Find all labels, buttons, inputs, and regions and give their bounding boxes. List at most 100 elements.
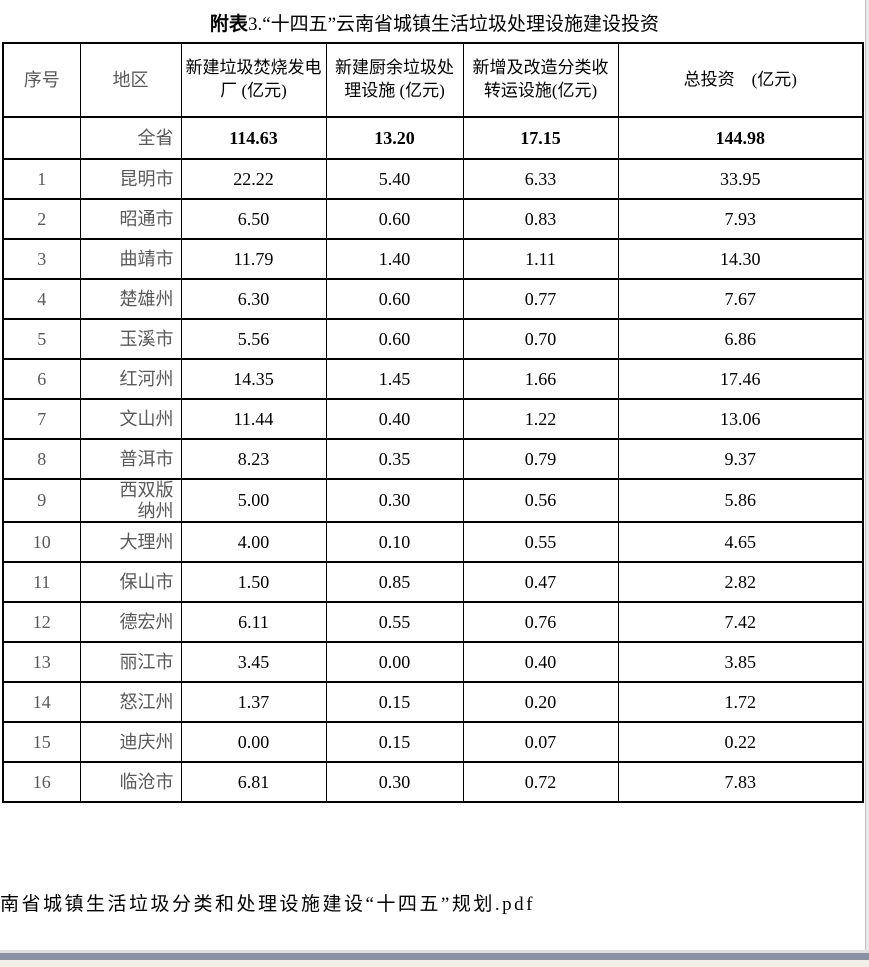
- value-total-cell: 2.82: [617, 561, 864, 604]
- region-cell: 临沧市: [79, 761, 182, 804]
- value-total-cell: 9.37: [617, 438, 864, 480]
- table-row: 4 楚雄州 6.30 0.60 0.77 7.67: [2, 278, 864, 320]
- row-index-cell: 12: [2, 601, 81, 644]
- value-incineration-cell: 22.22: [180, 158, 327, 200]
- value-kitchen-cell: 0.60: [325, 278, 464, 320]
- scrollbar-track[interactable]: [865, 0, 869, 952]
- row-index-cell: 14: [2, 681, 81, 724]
- summary-row: 全省 114.63 13.20 17.15 144.98: [2, 116, 864, 160]
- value-incineration-cell: 11.44: [180, 398, 327, 440]
- value-transfer-cell: 6.33: [462, 158, 619, 200]
- value-transfer-cell: 0.72: [462, 761, 619, 804]
- value-total-cell: 1.72: [617, 681, 864, 724]
- value-incineration-cell: 5.00: [180, 477, 327, 524]
- row-index-cell: 5: [2, 318, 81, 360]
- value-incineration-cell: 1.37: [180, 681, 327, 724]
- value-transfer-cell: 0.56: [462, 477, 619, 524]
- value-incineration-cell: 3.45: [180, 641, 327, 684]
- region-cell: 全省: [79, 116, 182, 160]
- region-cell: 普洱市: [79, 438, 182, 480]
- value-incineration-cell: 6.81: [180, 761, 327, 804]
- col-header-kitchen-waste-facility: 新建厨余垃圾处理设施 (亿元): [325, 42, 464, 118]
- value-total-cell: 33.95: [617, 158, 864, 200]
- value-kitchen-cell: 5.40: [325, 158, 464, 200]
- region-cell: 迪庆州: [79, 721, 182, 764]
- table-row: 13 丽江市 3.45 0.00 0.40 3.85: [2, 641, 864, 684]
- value-incineration-cell: 0.00: [180, 721, 327, 764]
- table-row: 10 大理州 4.00 0.10 0.55 4.65: [2, 521, 864, 564]
- col-header-transfer-facility: 新增及改造分类收转运设施(亿元): [462, 42, 619, 118]
- row-index-cell: 11: [2, 561, 81, 604]
- value-kitchen-cell: 0.00: [325, 641, 464, 684]
- region-cell: 红河州: [79, 358, 182, 400]
- table-row: 5 玉溪市 5.56 0.60 0.70 6.86: [2, 318, 864, 360]
- value-total-cell: 7.67: [617, 278, 864, 320]
- value-kitchen-cell: 0.40: [325, 398, 464, 440]
- value-transfer-cell: 1.11: [462, 238, 619, 280]
- value-kitchen-cell: 0.30: [325, 761, 464, 804]
- table-row: 16 临沧市 6.81 0.30 0.72 7.83: [2, 761, 864, 804]
- value-total-cell: 7.42: [617, 601, 864, 644]
- value-transfer-cell: 0.76: [462, 601, 619, 644]
- value-total-cell: 144.98: [617, 116, 864, 160]
- value-incineration-cell: 5.56: [180, 318, 327, 360]
- region-cell: 保山市: [79, 561, 182, 604]
- row-index-cell: 8: [2, 438, 81, 480]
- row-index-cell: 2: [2, 198, 81, 240]
- value-kitchen-cell: 1.40: [325, 238, 464, 280]
- value-kitchen-cell: 0.10: [325, 521, 464, 564]
- value-total-cell: 4.65: [617, 521, 864, 564]
- region-cell: 曲靖市: [79, 238, 182, 280]
- document-filename: 南省城镇生活垃圾分类和处理设施建设“十四五”规划.pdf: [0, 894, 535, 915]
- row-index-cell: 1: [2, 158, 81, 200]
- value-kitchen-cell: 0.30: [325, 477, 464, 524]
- row-index-cell: 4: [2, 278, 81, 320]
- value-total-cell: 13.06: [617, 398, 864, 440]
- value-kitchen-cell: 0.35: [325, 438, 464, 480]
- table-row: 2 昭通市 6.50 0.60 0.83 7.93: [2, 198, 864, 240]
- value-transfer-cell: 0.20: [462, 681, 619, 724]
- value-total-cell: 3.85: [617, 641, 864, 684]
- value-kitchen-cell: 1.45: [325, 358, 464, 400]
- table-body: 全省 114.63 13.20 17.15 144.98 1 昆明市 22.22 5.…: [2, 116, 864, 804]
- region-cell: 昆明市: [79, 158, 182, 200]
- value-incineration-cell: 11.79: [180, 238, 327, 280]
- value-total-cell: 7.93: [617, 198, 864, 240]
- value-incineration-cell: 1.50: [180, 561, 327, 604]
- page-title: 附表3.“十四五”云南省城镇生活垃圾处理设施建设投资: [0, 9, 869, 36]
- col-header-total-investment: 总投资 (亿元): [617, 42, 864, 118]
- value-transfer-cell: 0.70: [462, 318, 619, 360]
- region-cell: 德宏州: [79, 601, 182, 644]
- table-row: 6 红河州 14.35 1.45 1.66 17.46: [2, 358, 864, 400]
- window-divider-line: [0, 950, 869, 953]
- table-row: 11 保山市 1.50 0.85 0.47 2.82: [2, 561, 864, 604]
- col-header-region: 地区: [79, 42, 182, 118]
- value-transfer-cell: 0.40: [462, 641, 619, 684]
- value-incineration-cell: 114.63: [180, 116, 327, 160]
- region-cell: 文山州: [79, 398, 182, 440]
- value-incineration-cell: 6.11: [180, 601, 327, 644]
- value-total-cell: 6.86: [617, 318, 864, 360]
- value-incineration-cell: 6.50: [180, 198, 327, 240]
- row-index-cell: 9: [2, 477, 81, 524]
- region-cell: 玉溪市: [79, 318, 182, 360]
- value-transfer-cell: 1.22: [462, 398, 619, 440]
- header-row: 序号 地区 新建垃圾焚烧发电厂 (亿元) 新建厨余垃圾处理设施 (亿元) 新增及…: [2, 42, 864, 118]
- title-prefix: 附表: [209, 14, 248, 35]
- value-transfer-cell: 0.55: [462, 521, 619, 564]
- value-incineration-cell: 8.23: [180, 438, 327, 480]
- region-cell: 大理州: [79, 521, 182, 564]
- investment-table: 序号 地区 新建垃圾焚烧发电厂 (亿元) 新建厨余垃圾处理设施 (亿元) 新增及…: [2, 42, 864, 804]
- row-index-cell: 6: [2, 358, 81, 400]
- table-row: 3 曲靖市 11.79 1.40 1.11 14.30: [2, 238, 864, 280]
- row-index-cell: 16: [2, 761, 81, 804]
- value-kitchen-cell: 0.55: [325, 601, 464, 644]
- value-transfer-cell: 0.07: [462, 721, 619, 764]
- window-bottom-edge: [0, 953, 869, 960]
- region-cell: 丽江市: [79, 641, 182, 684]
- row-index-cell: 15: [2, 721, 81, 764]
- value-total-cell: 5.86: [617, 477, 864, 524]
- value-kitchen-cell: 0.60: [325, 198, 464, 240]
- value-transfer-cell: 0.83: [462, 198, 619, 240]
- table-row: 12 德宏州 6.11 0.55 0.76 7.42: [2, 601, 864, 644]
